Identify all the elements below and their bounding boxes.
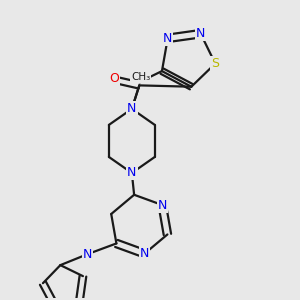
- Text: N: N: [83, 248, 92, 261]
- Text: N: N: [140, 247, 149, 260]
- Text: S: S: [211, 57, 219, 70]
- Text: N: N: [127, 167, 136, 179]
- Text: N: N: [163, 32, 172, 45]
- Text: N: N: [196, 27, 206, 40]
- Text: CH₃: CH₃: [131, 72, 150, 82]
- Text: N: N: [127, 102, 136, 116]
- Text: O: O: [109, 73, 118, 85]
- Text: N: N: [158, 199, 167, 212]
